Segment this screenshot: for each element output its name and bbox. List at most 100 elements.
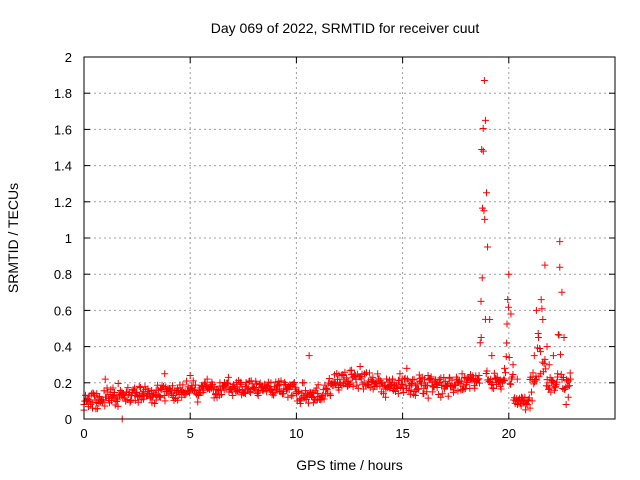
data-point [93, 405, 101, 413]
data-point [556, 238, 564, 246]
data-point [535, 372, 543, 380]
data-point [331, 379, 339, 387]
data-point [545, 361, 553, 369]
plot-frame [83, 56, 616, 420]
data-point [266, 385, 274, 393]
data-point [302, 387, 310, 395]
data-point [182, 391, 190, 399]
y-tick-label: 1.2 [54, 195, 72, 210]
data-point [479, 147, 487, 155]
data-point [548, 376, 556, 384]
data-point [322, 385, 330, 393]
data-point [539, 315, 547, 323]
data-point [504, 295, 512, 303]
data-point [449, 388, 457, 396]
data-point [161, 370, 169, 378]
data-point [382, 393, 390, 401]
data-point [383, 375, 391, 383]
data-point [273, 381, 281, 389]
data-point [223, 379, 231, 387]
data-point [476, 339, 484, 347]
data-point [458, 386, 466, 394]
data-point [191, 387, 199, 395]
data-point [186, 389, 194, 397]
data-point [497, 385, 505, 393]
data-point [506, 380, 514, 388]
y-tick-label: 1.8 [54, 86, 72, 101]
data-point [433, 384, 441, 392]
data-point [334, 384, 342, 392]
data-point [137, 396, 145, 404]
data-point [113, 398, 121, 406]
data-point [345, 381, 353, 389]
data-point [556, 263, 564, 271]
data-point [438, 390, 446, 398]
data-point [424, 394, 432, 402]
data-point [477, 297, 485, 305]
data-point [346, 367, 354, 375]
data-point [555, 331, 563, 339]
data-point [168, 390, 176, 398]
y-tick-label: 1 [65, 231, 72, 246]
data-point [111, 401, 119, 409]
data-point [458, 377, 466, 385]
data-point [541, 261, 549, 269]
data-point [349, 383, 357, 391]
data-point [479, 124, 487, 132]
data-point [525, 394, 533, 402]
data-point [418, 380, 426, 388]
data-point [481, 215, 489, 223]
data-point [179, 381, 187, 389]
data-point [480, 77, 488, 85]
data-point [410, 375, 418, 383]
data-point [302, 396, 310, 404]
data-point [428, 378, 436, 386]
data-point [234, 387, 242, 395]
data-point [480, 207, 488, 215]
data-point [564, 393, 572, 401]
data-point [490, 384, 498, 392]
data-point [341, 368, 349, 376]
data-point [533, 376, 541, 384]
data-point [562, 401, 570, 409]
data-point [240, 389, 248, 397]
data-point [217, 386, 225, 394]
data-point [482, 189, 490, 197]
data-point [423, 388, 431, 396]
data-point [94, 394, 102, 402]
data-point [405, 387, 413, 395]
data-point [407, 379, 415, 387]
data-point [166, 386, 174, 394]
data-point [488, 352, 496, 360]
data-point [151, 390, 159, 398]
data-point [201, 378, 209, 386]
data-point [522, 406, 530, 414]
data-point [161, 397, 169, 405]
data-point [502, 353, 510, 361]
data-point [501, 364, 509, 372]
data-point [478, 145, 486, 153]
x-tick-label: 15 [395, 426, 409, 441]
data-point [347, 379, 355, 387]
data-point [472, 372, 480, 380]
data-point [224, 373, 232, 381]
data-point [168, 382, 176, 390]
data-point [526, 404, 534, 412]
data-point [300, 379, 308, 387]
data-point [338, 381, 346, 389]
data-point [481, 315, 489, 323]
y-axis-label: SRMTID / TECUs [5, 183, 21, 293]
data-point [415, 385, 423, 393]
data-point [540, 360, 548, 368]
data-point [365, 369, 373, 377]
data-point [366, 384, 374, 392]
data-point [224, 380, 232, 388]
data-point [380, 390, 388, 398]
data-point [252, 380, 260, 388]
data-point [468, 376, 476, 384]
data-point [158, 381, 166, 389]
data-point [131, 384, 139, 392]
data-point [386, 376, 394, 384]
data-point [109, 384, 117, 392]
data-point [558, 288, 566, 296]
